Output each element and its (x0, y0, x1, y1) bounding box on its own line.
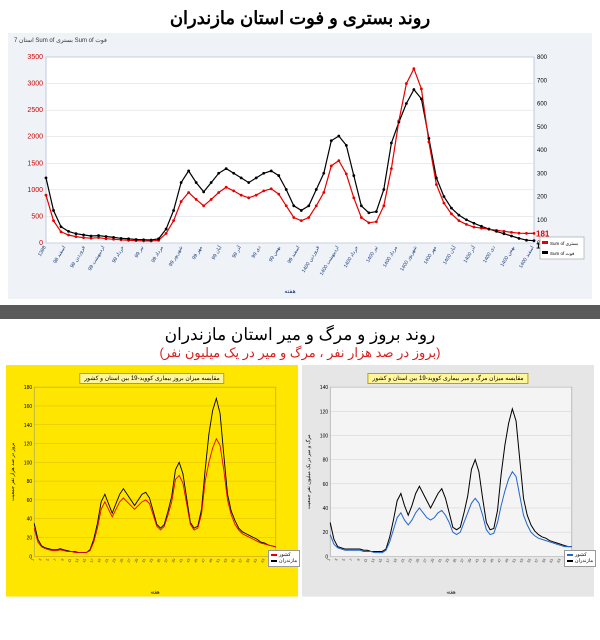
svg-text:60: 60 (27, 498, 33, 504)
svg-text:140: 140 (24, 423, 33, 429)
svg-text:140: 140 (320, 385, 329, 391)
svg-text:مرگ و میر در یک میلیون نفر جمع: مرگ و میر در یک میلیون نفر جمعیت (305, 434, 312, 509)
svg-text:40: 40 (323, 506, 329, 512)
panel-divider (0, 305, 600, 319)
svg-text:160: 160 (24, 404, 33, 410)
svg-text:300: 300 (537, 171, 548, 177)
svg-text:500: 500 (537, 125, 548, 131)
svg-text:3500: 3500 (27, 54, 43, 61)
svg-text:2000: 2000 (27, 134, 43, 141)
top-chart-container: استان 7 Sum of بستری Sum of فوت 05001000… (8, 33, 592, 299)
bottom-title: روند بروز و مرگ و میر استان مازندران (0, 325, 600, 345)
top-panel: روند بستری و فوت استان مازندران استان 7 … (0, 0, 600, 299)
svg-text:20: 20 (27, 536, 33, 542)
svg-text:هفته: هفته (446, 590, 456, 596)
svg-text:60: 60 (323, 482, 329, 488)
bottom-right-chart: 020406080100120140مرگ و میر در یک میلیون… (302, 365, 594, 597)
svg-text:800: 800 (537, 55, 548, 61)
svg-text:600: 600 (537, 102, 548, 108)
svg-text:120: 120 (24, 442, 33, 448)
svg-text:700: 700 (537, 78, 548, 84)
svg-text:هفته: هفته (284, 289, 295, 295)
top-corner-label: استان 7 Sum of بستری Sum of فوت (14, 37, 107, 44)
bottom-right-legend: کشور مازندران (564, 550, 596, 567)
svg-text:1000: 1000 (27, 187, 43, 194)
bottom-subtitle: (بروز در صد هزار نفر ، مرگ و میر در یک م… (0, 345, 600, 361)
svg-text:120: 120 (320, 409, 329, 415)
svg-text:180: 180 (24, 385, 33, 391)
svg-text:2500: 2500 (27, 107, 43, 114)
bottom-left-chart: 020406080100120140160180بروز در صد هزار … (6, 365, 298, 597)
svg-text:400: 400 (537, 148, 548, 154)
svg-text:20: 20 (323, 530, 329, 536)
bottom-right-chart-container: 020406080100120140مرگ و میر در یک میلیون… (302, 365, 594, 597)
svg-text:بروز در صد هزار نفر جمعیت: بروز در صد هزار نفر جمعیت (10, 443, 16, 501)
svg-text:80: 80 (323, 458, 329, 464)
svg-text:1500: 1500 (27, 160, 43, 167)
svg-text:هفته: هفته (150, 590, 160, 596)
bottom-panel: روند بروز و مرگ و میر استان مازندران (بر… (0, 319, 600, 597)
svg-text:80: 80 (27, 479, 33, 485)
svg-text:500: 500 (31, 213, 43, 220)
svg-text:100: 100 (537, 218, 548, 224)
bottom-left-title: مقایسه میزان بروز بیماری کووید-19 بین اس… (79, 373, 224, 384)
svg-text:3000: 3000 (27, 81, 43, 88)
dual-chart-row: 020406080100120140160180بروز در صد هزار … (0, 365, 600, 597)
svg-text:100: 100 (24, 460, 33, 466)
bottom-left-legend: کشور مازندران (268, 550, 300, 567)
top-chart: 0500100015002000250030003500010020030040… (12, 39, 588, 295)
top-title: روند بستری و فوت استان مازندران (0, 8, 600, 29)
bottom-left-chart-container: 020406080100120140160180بروز در صد هزار … (6, 365, 298, 597)
svg-text:100: 100 (320, 433, 329, 439)
bottom-right-title: مقایسه میزان مرگ و میر بیماری کووید-19 ب… (367, 373, 528, 384)
svg-text:200: 200 (537, 195, 548, 201)
svg-text:40: 40 (27, 517, 33, 523)
